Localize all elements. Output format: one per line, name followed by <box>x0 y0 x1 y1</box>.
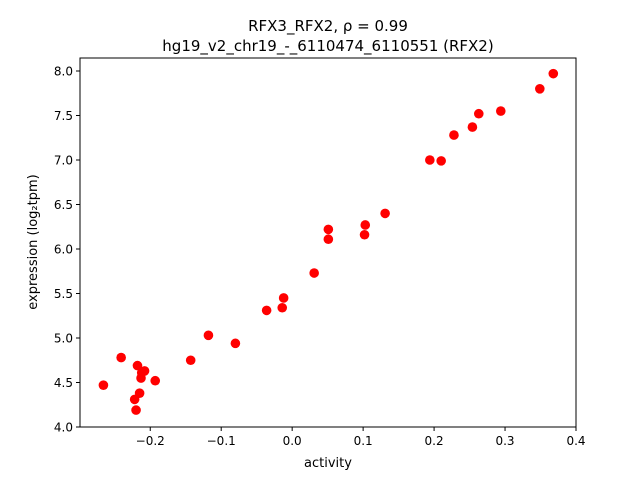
y-tick-label: 7.0 <box>54 153 73 167</box>
data-point <box>136 373 146 383</box>
data-point <box>129 394 140 405</box>
x-axis-ticks: −0.2 −0.1 0.0 0.1 0.2 0.3 0.4 <box>136 427 586 448</box>
data-point <box>467 122 478 132</box>
y-tick-label: 5.0 <box>54 331 73 345</box>
y-tick-label: 4.0 <box>54 421 73 435</box>
data-point <box>132 360 143 371</box>
y-axis-label: expression (log₂tpm) <box>26 174 41 309</box>
x-tick-label: 0.3 <box>495 434 514 448</box>
data-point <box>323 234 334 245</box>
data-point <box>131 405 141 415</box>
data-point <box>380 208 390 219</box>
data-point <box>473 108 484 119</box>
data-point <box>230 338 241 349</box>
x-tick-label: 0.2 <box>425 434 444 448</box>
data-point <box>449 130 459 140</box>
x-axis-label: activity <box>304 456 352 471</box>
y-tick-label: 8.0 <box>54 64 73 78</box>
x-tick-label: 0.4 <box>566 434 585 448</box>
chart-title-line2: hg19_v2_chr19_-_6110474_6110551 (RFX2) <box>162 37 493 56</box>
y-tick-label: 7.5 <box>54 109 73 123</box>
data-point <box>277 302 288 313</box>
y-axis-ticks: 4.0 4.5 5.0 5.5 6.0 6.5 7.0 7.5 8.0 <box>54 64 80 435</box>
y-tick-label: 4.5 <box>54 376 73 390</box>
data-point <box>495 106 506 116</box>
data-point <box>261 305 272 316</box>
data-point <box>185 355 196 366</box>
x-tick-label: −0.2 <box>136 434 165 448</box>
x-tick-label: −0.1 <box>207 434 236 448</box>
data-point <box>98 380 109 390</box>
data-point <box>309 268 319 278</box>
data-point <box>425 155 435 165</box>
data-point <box>360 220 371 230</box>
data-point <box>150 375 161 386</box>
plot-frame <box>79 57 577 428</box>
data-point <box>436 156 446 166</box>
y-tick-label: 5.5 <box>54 287 73 301</box>
y-tick-label: 6.0 <box>54 242 73 256</box>
y-tick-label: 6.5 <box>54 198 73 212</box>
data-point <box>359 229 370 240</box>
data-point <box>116 352 126 363</box>
data-point <box>203 330 214 341</box>
x-tick-label: 0.1 <box>354 434 373 448</box>
chart-title-line1: RFX3_RFX2, ρ = 0.99 <box>248 17 408 36</box>
x-tick-label: 0.0 <box>283 434 302 448</box>
data-point <box>278 293 289 303</box>
data-point <box>548 68 559 79</box>
data-point <box>535 83 545 94</box>
data-point <box>323 224 334 235</box>
data-points <box>98 68 559 415</box>
